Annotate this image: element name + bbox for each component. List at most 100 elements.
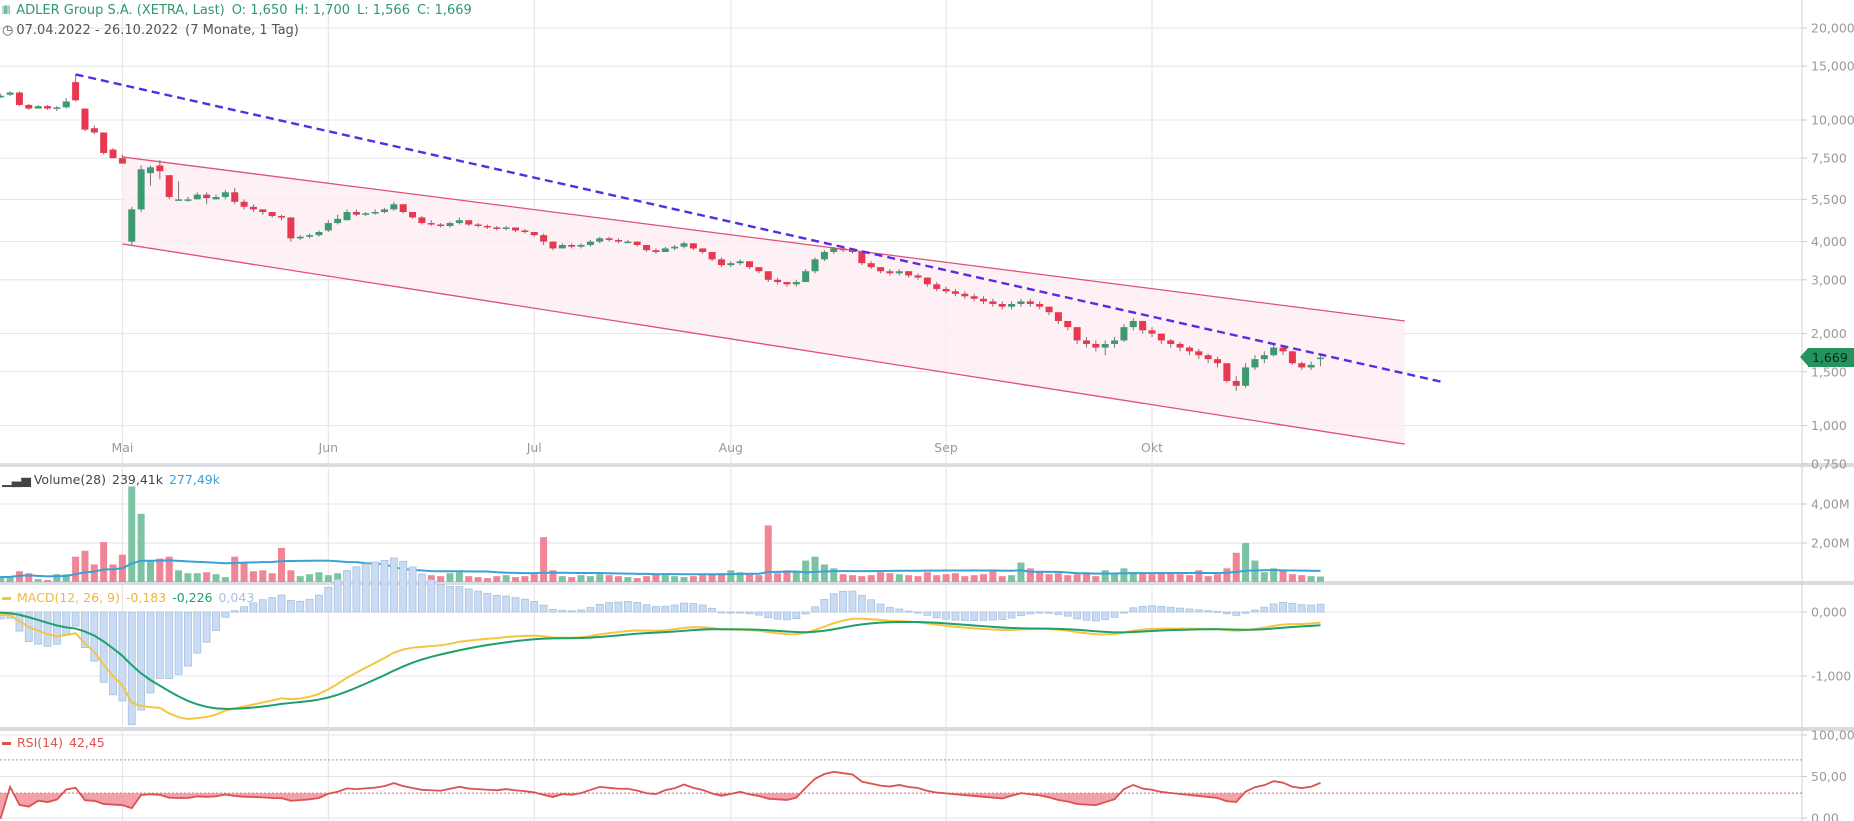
candle[interactable] [1111, 336, 1119, 348]
candle[interactable] [399, 204, 407, 214]
candle[interactable] [15, 91, 23, 107]
candle[interactable] [1260, 351, 1268, 364]
candle[interactable] [1092, 340, 1100, 352]
candle[interactable] [203, 192, 211, 205]
candle[interactable] [1242, 363, 1250, 388]
candle[interactable] [72, 74, 80, 102]
candle[interactable] [1054, 312, 1062, 325]
candle[interactable] [783, 282, 791, 287]
candle[interactable] [315, 230, 323, 237]
candle[interactable] [1307, 361, 1315, 371]
candle[interactable] [343, 209, 351, 221]
candle[interactable] [493, 225, 501, 231]
candle[interactable] [586, 239, 594, 247]
candle[interactable] [596, 236, 604, 244]
candle[interactable] [146, 165, 154, 186]
candle[interactable] [165, 175, 173, 200]
candle[interactable] [1176, 341, 1184, 352]
candle[interactable] [886, 269, 894, 276]
candle[interactable] [512, 227, 520, 233]
candle[interactable] [156, 159, 164, 180]
candle[interactable] [877, 267, 885, 274]
candle[interactable] [530, 232, 538, 237]
candle[interactable] [905, 271, 913, 278]
candle[interactable] [259, 209, 267, 215]
candle[interactable] [418, 216, 426, 225]
candle[interactable] [306, 233, 314, 239]
candle[interactable] [62, 98, 70, 109]
candle[interactable] [371, 209, 379, 215]
date-range[interactable]: ◷ 07.04.2022 - 26.10.2022 (7 Monate, 1 Tag… [2, 23, 306, 38]
candle[interactable] [1082, 336, 1090, 348]
candle[interactable] [334, 214, 342, 225]
candle[interactable] [324, 220, 332, 233]
candle[interactable] [446, 221, 454, 228]
candle[interactable] [53, 106, 61, 112]
candle[interactable] [1017, 298, 1025, 307]
candle[interactable] [409, 212, 417, 219]
candle[interactable] [895, 269, 903, 276]
candle[interactable] [998, 301, 1006, 310]
candle[interactable] [221, 190, 229, 200]
candle[interactable] [755, 267, 763, 274]
candle[interactable] [521, 228, 529, 234]
candle[interactable] [268, 212, 276, 218]
candle[interactable] [923, 277, 931, 287]
candle[interactable] [109, 147, 117, 159]
candle[interactable] [558, 243, 566, 249]
candle[interactable] [1214, 356, 1222, 368]
candle[interactable] [1223, 363, 1231, 383]
candle[interactable] [465, 220, 473, 226]
candle[interactable] [680, 241, 688, 249]
candle[interactable] [540, 233, 548, 245]
candle[interactable] [802, 269, 810, 283]
candle[interactable] [1101, 340, 1109, 356]
candle[interactable] [128, 206, 136, 245]
candle[interactable] [483, 224, 491, 229]
candle[interactable] [502, 225, 510, 231]
candle[interactable] [1064, 320, 1072, 331]
candle[interactable] [437, 223, 445, 228]
candle[interactable] [951, 288, 959, 297]
candle[interactable] [774, 277, 782, 285]
candle[interactable] [652, 248, 660, 254]
candle[interactable] [671, 244, 679, 251]
candle[interactable] [1204, 353, 1212, 364]
candle[interactable] [1157, 333, 1165, 344]
candle[interactable] [1008, 301, 1016, 310]
candle[interactable] [474, 223, 482, 228]
candle[interactable] [1279, 346, 1287, 356]
candle[interactable] [577, 243, 585, 249]
candle[interactable] [100, 132, 108, 155]
candle[interactable] [811, 257, 819, 274]
candle[interactable] [118, 154, 126, 164]
candle[interactable] [278, 214, 286, 221]
candle[interactable] [1288, 350, 1296, 365]
candle[interactable] [1139, 320, 1147, 334]
candle[interactable] [1045, 306, 1053, 316]
candle[interactable] [764, 271, 772, 283]
candle[interactable] [624, 239, 632, 244]
candle[interactable] [44, 104, 52, 110]
candle[interactable] [1129, 317, 1137, 331]
candle[interactable] [1232, 376, 1240, 391]
candle[interactable] [643, 244, 651, 252]
candle[interactable] [980, 296, 988, 304]
candle[interactable] [736, 259, 744, 266]
candle[interactable] [1073, 327, 1081, 344]
candle[interactable] [727, 261, 735, 268]
candle[interactable] [1298, 361, 1306, 371]
candle[interactable] [380, 208, 388, 214]
candle[interactable] [970, 293, 978, 302]
candle[interactable] [25, 103, 33, 110]
candle[interactable] [240, 199, 248, 210]
candle[interactable] [455, 217, 463, 225]
volume-legend[interactable]: ▁▃▅ Volume(28) 239,41k 277,49k [2, 472, 226, 487]
candle[interactable] [961, 291, 969, 299]
candle[interactable] [933, 282, 941, 292]
candle[interactable] [212, 194, 220, 200]
candle[interactable] [605, 236, 613, 242]
candle[interactable] [249, 204, 257, 212]
candle[interactable] [1270, 343, 1278, 357]
